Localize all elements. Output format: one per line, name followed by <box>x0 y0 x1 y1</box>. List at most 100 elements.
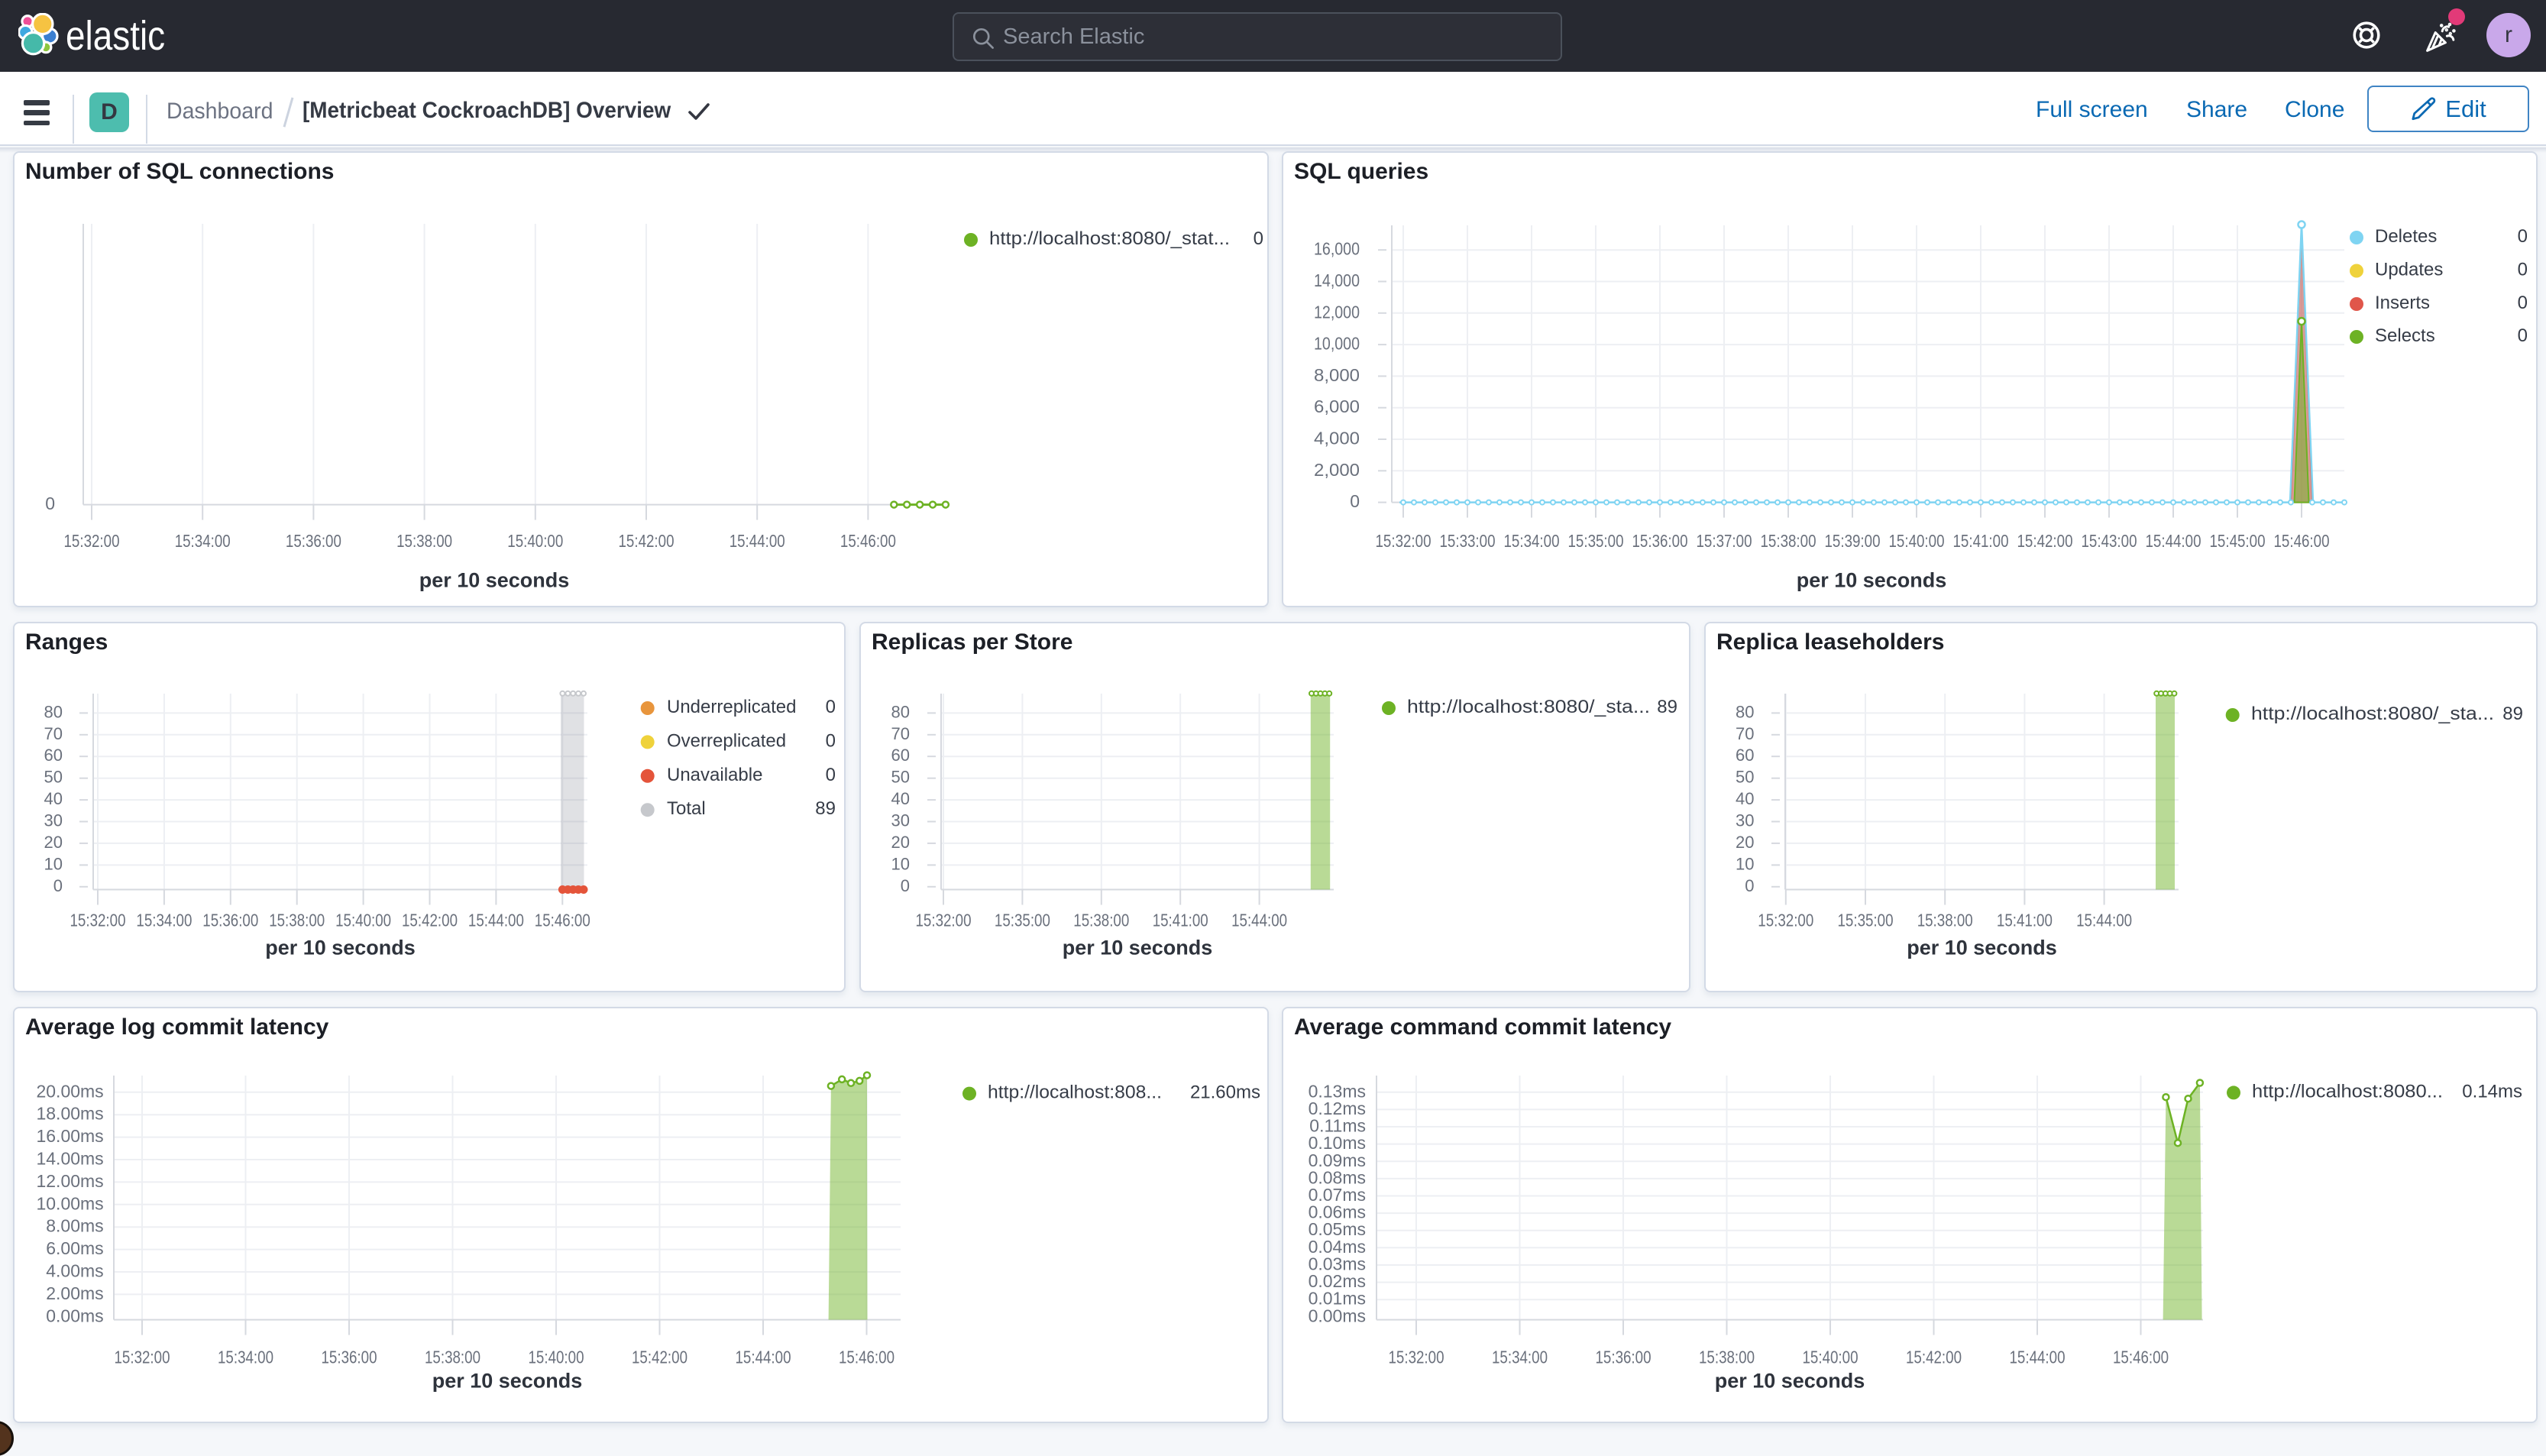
svg-text:http://localhost:808...: http://localhost:808... <box>988 1082 1162 1103</box>
svg-text:Ranges: Ranges <box>25 629 108 655</box>
svg-text:4,000: 4,000 <box>1314 429 1360 448</box>
svg-text:0: 0 <box>1350 491 1360 511</box>
svg-text:10: 10 <box>891 854 910 873</box>
svg-text:http://localhost:8080/_sta...: http://localhost:8080/_sta... <box>1407 697 1650 717</box>
svg-text:15:38:00: 15:38:00 <box>1699 1348 1755 1367</box>
svg-text:15:42:00: 15:42:00 <box>619 531 675 551</box>
svg-text:0.07ms: 0.07ms <box>1309 1185 1366 1205</box>
svg-text:60: 60 <box>891 746 910 765</box>
svg-text:15:38:00: 15:38:00 <box>269 911 325 930</box>
svg-text:0.08ms: 0.08ms <box>1309 1167 1366 1187</box>
svg-text:15:36:00: 15:36:00 <box>1632 531 1688 551</box>
svg-text:15:34:00: 15:34:00 <box>1492 1348 1548 1367</box>
svg-text:0.01ms: 0.01ms <box>1309 1289 1366 1309</box>
svg-text:Inserts: Inserts <box>2375 293 2430 313</box>
svg-text:15:42:00: 15:42:00 <box>402 911 458 930</box>
svg-text:70: 70 <box>44 724 63 743</box>
svg-text:http://localhost:8080/_stat...: http://localhost:8080/_stat... <box>989 228 1230 249</box>
svg-text:50: 50 <box>44 768 63 787</box>
svg-text:0.00ms: 0.00ms <box>46 1306 103 1325</box>
svg-text:40: 40 <box>44 789 63 808</box>
svg-text:15:38:00: 15:38:00 <box>1073 911 1129 930</box>
svg-text:15:36:00: 15:36:00 <box>322 1348 377 1367</box>
svg-text:20: 20 <box>1736 833 1754 852</box>
svg-text:Average command commit latency: Average command commit latency <box>1294 1014 1671 1040</box>
svg-text:0: 0 <box>901 876 910 895</box>
svg-text:70: 70 <box>1736 724 1754 743</box>
svg-text:SQL queries: SQL queries <box>1294 159 1428 184</box>
svg-text:80: 80 <box>1736 702 1754 721</box>
svg-text:70: 70 <box>891 724 910 743</box>
svg-text:12,000: 12,000 <box>1314 302 1360 322</box>
svg-text:10,000: 10,000 <box>1314 334 1360 354</box>
svg-text:Updates: Updates <box>2375 260 2443 280</box>
svg-text:10: 10 <box>44 854 63 873</box>
svg-text:15:45:00: 15:45:00 <box>2210 531 2266 551</box>
svg-text:30: 30 <box>1736 811 1754 830</box>
svg-text:15:40:00: 15:40:00 <box>335 911 391 930</box>
svg-text:6,000: 6,000 <box>1314 396 1360 416</box>
svg-text:15:37:00: 15:37:00 <box>1697 531 1752 551</box>
svg-text:15:34:00: 15:34:00 <box>218 1348 273 1367</box>
svg-text:0: 0 <box>2518 226 2528 247</box>
svg-text:15:32:00: 15:32:00 <box>916 911 972 930</box>
svg-text:0: 0 <box>1745 876 1754 895</box>
svg-text:4.00ms: 4.00ms <box>46 1261 103 1281</box>
svg-text:15:41:00: 15:41:00 <box>1153 911 1208 930</box>
svg-text:50: 50 <box>891 768 910 787</box>
svg-text:16,000: 16,000 <box>1314 239 1360 259</box>
svg-text:15:44:00: 15:44:00 <box>730 531 785 551</box>
svg-text:14,000: 14,000 <box>1314 270 1360 290</box>
svg-text:15:46:00: 15:46:00 <box>839 1348 894 1367</box>
svg-text:15:46:00: 15:46:00 <box>840 531 896 551</box>
svg-text:15:39:00: 15:39:00 <box>1825 531 1881 551</box>
svg-text:15:38:00: 15:38:00 <box>1917 911 1973 930</box>
svg-text:15:36:00: 15:36:00 <box>202 911 258 930</box>
svg-text:10.00ms: 10.00ms <box>36 1193 103 1213</box>
svg-text:15:44:00: 15:44:00 <box>736 1348 791 1367</box>
svg-text:0: 0 <box>826 697 836 717</box>
svg-text:0.04ms: 0.04ms <box>1309 1237 1366 1257</box>
svg-text:40: 40 <box>891 789 910 808</box>
svg-text:0.13ms: 0.13ms <box>1309 1081 1366 1101</box>
svg-text:89: 89 <box>1657 697 1677 717</box>
svg-text:0: 0 <box>2518 260 2528 280</box>
svg-text:80: 80 <box>44 702 63 721</box>
svg-text:Number of SQL connections: Number of SQL connections <box>25 159 335 184</box>
svg-text:89: 89 <box>815 798 836 819</box>
svg-text:18.00ms: 18.00ms <box>36 1104 103 1124</box>
svg-text:0.11ms: 0.11ms <box>1309 1116 1366 1136</box>
svg-text:50: 50 <box>1736 768 1754 787</box>
svg-text:0: 0 <box>826 730 836 751</box>
svg-text:8,000: 8,000 <box>1314 365 1360 385</box>
svg-text:15:46:00: 15:46:00 <box>535 911 590 930</box>
svg-text:15:40:00: 15:40:00 <box>1803 1348 1859 1367</box>
svg-text:30: 30 <box>44 811 63 830</box>
svg-text:16.00ms: 16.00ms <box>36 1126 103 1146</box>
svg-text:15:35:00: 15:35:00 <box>1568 531 1624 551</box>
svg-text:0: 0 <box>2518 325 2528 346</box>
svg-text:10: 10 <box>1736 854 1754 873</box>
svg-text:60: 60 <box>1736 746 1754 765</box>
svg-text:15:42:00: 15:42:00 <box>632 1348 687 1367</box>
svg-text:0: 0 <box>2518 293 2528 313</box>
svg-text:15:44:00: 15:44:00 <box>2146 531 2201 551</box>
svg-text:Selects: Selects <box>2375 325 2435 346</box>
svg-text:0.14ms: 0.14ms <box>2462 1081 2522 1102</box>
svg-text:0.12ms: 0.12ms <box>1309 1098 1366 1118</box>
svg-text:per 10 seconds: per 10 seconds <box>1907 937 2057 959</box>
svg-text:15:32:00: 15:32:00 <box>1758 911 1813 930</box>
svg-text:8.00ms: 8.00ms <box>46 1216 103 1236</box>
svg-text:15:34:00: 15:34:00 <box>136 911 192 930</box>
svg-text:0: 0 <box>1254 228 1263 249</box>
svg-text:40: 40 <box>1736 789 1754 808</box>
svg-text:15:41:00: 15:41:00 <box>1997 911 2053 930</box>
svg-text:Overreplicated: Overreplicated <box>667 730 786 751</box>
svg-text:0.00ms: 0.00ms <box>1309 1306 1366 1325</box>
svg-text:Underreplicated: Underreplicated <box>667 697 796 717</box>
svg-text:6.00ms: 6.00ms <box>46 1238 103 1258</box>
svg-text:15:42:00: 15:42:00 <box>2017 531 2073 551</box>
svg-text:Unavailable: Unavailable <box>667 765 762 785</box>
svg-text:per 10 seconds: per 10 seconds <box>1715 1370 1865 1393</box>
svg-text:http://localhost:8080/_sta...: http://localhost:8080/_sta... <box>2251 704 2494 724</box>
